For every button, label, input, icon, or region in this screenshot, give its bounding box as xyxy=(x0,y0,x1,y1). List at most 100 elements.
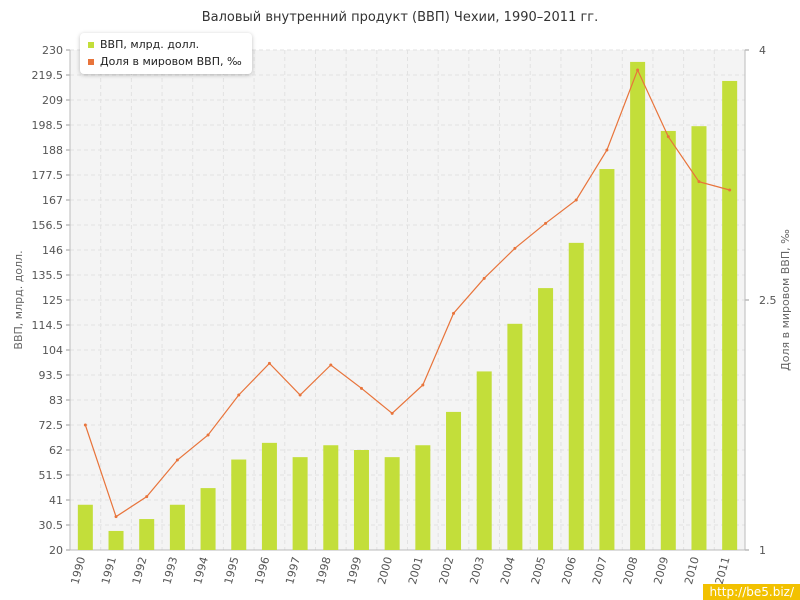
x-tick-label: 2005 xyxy=(529,555,549,585)
bar-gdp-2004[interactable] xyxy=(507,323,523,550)
y-tick-label: 198.5 xyxy=(32,119,64,132)
y-tick-label: 156.5 xyxy=(32,219,64,232)
legend-swatch-gdp xyxy=(88,41,94,48)
x-tick-label: 1997 xyxy=(283,555,303,585)
y-tick-label: 125 xyxy=(42,294,63,307)
bar-gdp-1992[interactable] xyxy=(139,519,155,550)
y2-axis-title: Доля в мировом ВВП, ‰ xyxy=(779,229,792,371)
y-tick-label: 230 xyxy=(42,44,63,57)
point-world-share-2001[interactable] xyxy=(421,383,425,387)
x-tick-label: 1990 xyxy=(68,555,88,585)
watermark: http://be5.biz/ xyxy=(703,584,800,600)
point-world-share-1997[interactable] xyxy=(298,393,302,397)
bar-gdp-1996[interactable] xyxy=(261,442,277,550)
y-tick-label: 114.5 xyxy=(32,319,64,332)
y-tick-label: 72.5 xyxy=(39,419,64,432)
bar-gdp-2006[interactable] xyxy=(568,242,584,550)
legend-label-gdp: ВВП, млрд. долл. xyxy=(100,38,200,51)
x-tick-label: 2007 xyxy=(590,555,610,585)
x-tick-label: 2000 xyxy=(375,555,395,585)
y-tick-label: 20 xyxy=(49,544,63,557)
bar-gdp-1993[interactable] xyxy=(169,504,185,550)
legend[interactable]: ВВП, млрд. долл. Доля в мировом ВВП, ‰ xyxy=(80,33,252,74)
bar-gdp-2007[interactable] xyxy=(599,169,615,551)
y2-tick-label: 2.5 xyxy=(759,294,777,307)
x-tick-label: 1996 xyxy=(253,555,273,585)
y-tick-label: 30.5 xyxy=(39,519,64,532)
legend-label-share: Доля в мировом ВВП, ‰ xyxy=(100,55,242,68)
bar-gdp-1990[interactable] xyxy=(77,504,93,550)
x-tick-label: 1991 xyxy=(99,555,119,585)
x-tick-label: 2006 xyxy=(559,555,579,585)
point-world-share-2005[interactable] xyxy=(544,221,548,225)
bar-gdp-2001[interactable] xyxy=(415,445,431,550)
y-axis-title: ВВП, млрд. долл. xyxy=(12,250,25,349)
y2-tick-label: 4 xyxy=(759,44,766,57)
point-world-share-1994[interactable] xyxy=(206,433,210,437)
bar-gdp-1995[interactable] xyxy=(231,459,247,550)
x-tick-label: 1994 xyxy=(191,555,211,585)
x-tick-label: 2011 xyxy=(713,555,733,585)
bar-gdp-1997[interactable] xyxy=(292,457,308,550)
point-world-share-1996[interactable] xyxy=(267,361,271,365)
bar-gdp-2003[interactable] xyxy=(476,371,492,550)
x-tick-label: 1995 xyxy=(222,555,242,585)
point-world-share-2007[interactable] xyxy=(605,148,609,152)
x-tick-label: 1999 xyxy=(345,555,365,585)
bar-gdp-1991[interactable] xyxy=(108,530,124,550)
y-tick-label: 135.5 xyxy=(32,269,64,282)
y-tick-label: 51.5 xyxy=(39,469,64,482)
y-tick-label: 188 xyxy=(42,144,63,157)
bar-gdp-1994[interactable] xyxy=(200,488,216,550)
point-world-share-2010[interactable] xyxy=(697,180,701,184)
x-tick-label: 1993 xyxy=(160,555,180,585)
x-tick-label: 1992 xyxy=(130,555,150,585)
legend-item-share[interactable]: Доля в мировом ВВП, ‰ xyxy=(88,53,242,70)
y-tick-label: 167 xyxy=(42,194,63,207)
point-world-share-1991[interactable] xyxy=(114,515,118,519)
point-world-share-2004[interactable] xyxy=(513,246,517,250)
bar-gdp-2005[interactable] xyxy=(538,288,554,550)
bar-gdp-2009[interactable] xyxy=(660,130,676,550)
y-tick-label: 62 xyxy=(49,444,63,457)
x-tick-label: 2003 xyxy=(467,555,487,585)
point-world-share-2009[interactable] xyxy=(666,135,670,139)
bar-gdp-2002[interactable] xyxy=(446,411,462,550)
point-world-share-1992[interactable] xyxy=(145,495,149,499)
y-tick-label: 93.5 xyxy=(39,369,64,382)
x-tick-label: 2002 xyxy=(437,555,457,585)
y-tick-label: 41 xyxy=(49,494,63,507)
y-tick-label: 177.5 xyxy=(32,169,64,182)
point-world-share-1995[interactable] xyxy=(237,393,241,397)
line-world-share[interactable] xyxy=(84,68,730,518)
chart-title: Валовый внутренний продукт (ВВП) Чехии, … xyxy=(201,10,599,25)
point-world-share-2008[interactable] xyxy=(636,68,640,72)
y-tick-label: 83 xyxy=(49,394,63,407)
legend-item-gdp[interactable]: ВВП, млрд. долл. xyxy=(88,36,242,53)
y2-tick-label: 1 xyxy=(759,544,766,557)
point-world-share-1998[interactable] xyxy=(329,363,333,367)
bar-gdp-2000[interactable] xyxy=(384,457,400,550)
x-tick-label: 2009 xyxy=(651,555,671,585)
y-tick-label: 219.5 xyxy=(32,69,64,82)
point-world-share-1999[interactable] xyxy=(359,386,363,390)
point-world-share-2006[interactable] xyxy=(574,198,578,202)
point-world-share-2000[interactable] xyxy=(390,411,394,415)
x-tick-label: 1998 xyxy=(314,555,334,585)
x-tick-label: 2004 xyxy=(498,555,518,585)
x-tick-label: 2008 xyxy=(621,555,641,585)
point-world-share-1990[interactable] xyxy=(83,423,87,427)
bar-gdp-2011[interactable] xyxy=(722,80,738,550)
bar-gdp-2008[interactable] xyxy=(630,61,646,551)
point-world-share-2003[interactable] xyxy=(482,276,486,280)
bar-gdp-1998[interactable] xyxy=(323,445,339,550)
x-tick-label: 2001 xyxy=(406,555,426,585)
x-tick-label: 2010 xyxy=(682,555,702,585)
bar-gdp-1999[interactable] xyxy=(353,450,369,550)
point-world-share-1993[interactable] xyxy=(175,458,179,462)
bar-gdp-2010[interactable] xyxy=(691,126,707,550)
point-world-share-2011[interactable] xyxy=(728,188,732,192)
point-world-share-2002[interactable] xyxy=(452,311,456,315)
y-tick-label: 209 xyxy=(42,94,63,107)
